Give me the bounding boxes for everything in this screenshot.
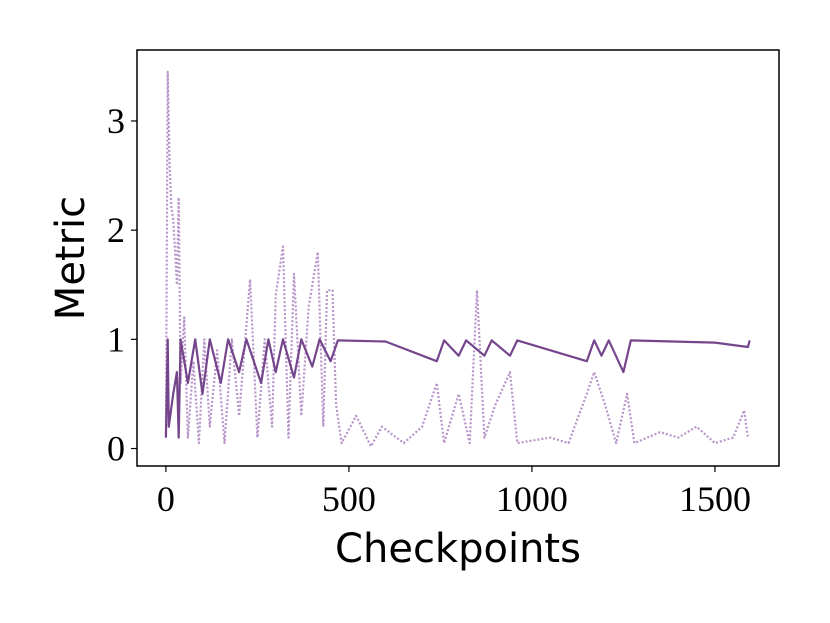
x-tick-label: 1500	[679, 479, 751, 519]
x-tick-label: 1000	[496, 479, 568, 519]
x-tick-label: 0	[157, 479, 175, 519]
x-axis-label: Checkpoints	[335, 526, 581, 572]
data-line	[164, 70, 749, 448]
plot-frame	[136, 49, 780, 467]
y-tick-label: 3	[107, 101, 125, 141]
x-tick-label: 500	[322, 479, 376, 519]
y-tick-label: 1	[107, 319, 125, 359]
y-tick-label: 0	[107, 429, 125, 469]
data-line	[164, 338, 751, 439]
y-axis-label: Metric	[48, 196, 94, 320]
y-tick-label: 2	[107, 210, 125, 250]
